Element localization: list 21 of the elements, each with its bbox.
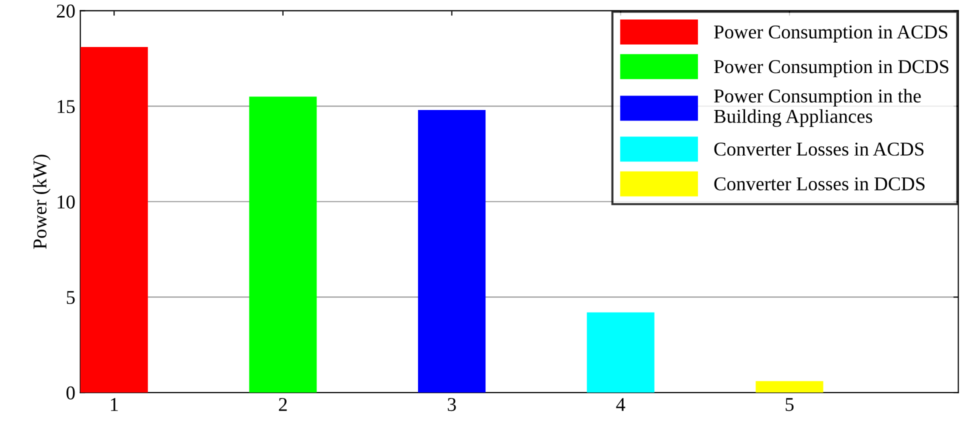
- bar: [756, 381, 824, 393]
- bar: [586, 312, 654, 393]
- x-tick-label: 1: [110, 398, 118, 411]
- y-tick-label: 15: [58, 100, 75, 114]
- y-axis-title: Power (kW): [32, 154, 50, 249]
- bar: [80, 46, 148, 393]
- x-tick-label: 4: [616, 398, 626, 411]
- bar: [418, 110, 486, 393]
- x-tick-label: 2: [278, 398, 287, 411]
- legend-label: Converter Losses in DCDS: [714, 177, 925, 190]
- legend-label: Power Consumption in ACDS: [714, 25, 948, 42]
- legend-label: Power Consumption in the Building Appliances: [714, 88, 921, 127]
- x-tick-label: 3: [448, 398, 456, 412]
- y-tick-label: 10: [58, 195, 75, 209]
- legend-label: Converter Losses in ACDS: [714, 142, 924, 156]
- legend-label: Power Consumption in DCDS: [714, 60, 948, 78]
- y-tick-label: 0: [66, 386, 75, 400]
- bar: [249, 96, 317, 393]
- x-tick-label: 5: [786, 398, 794, 412]
- y-tick-label: 20: [56, 4, 75, 18]
- y-tick-label: 5: [66, 291, 75, 304]
